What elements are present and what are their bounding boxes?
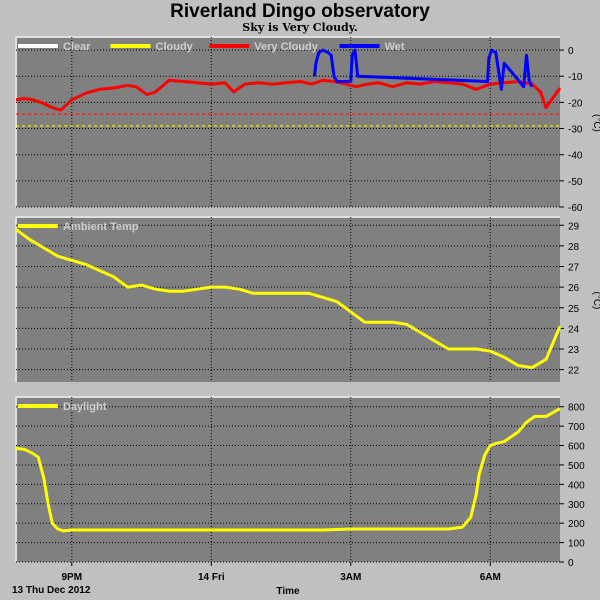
legend-label: Wet xyxy=(385,41,405,53)
x-tick-label: 14 Fri xyxy=(198,572,225,583)
y-tick-label: -40 xyxy=(568,151,583,162)
series-line xyxy=(313,48,534,91)
legend-label: Clear xyxy=(63,41,91,53)
y-tick-label: 700 xyxy=(568,422,585,433)
y-tick-label: -60 xyxy=(568,203,583,214)
series-line xyxy=(15,407,561,533)
plot-area-sky xyxy=(16,37,560,207)
y-tick-label: 0 xyxy=(568,46,574,57)
y-tick-label: 100 xyxy=(568,539,585,550)
y-tick-label: 28 xyxy=(568,242,580,253)
y-tick-label: 23 xyxy=(568,345,580,356)
y-tick-label: 0 xyxy=(568,558,574,569)
y-tick-label: 500 xyxy=(568,461,585,472)
y-tick-label: 25 xyxy=(568,304,580,315)
legend-label: Cloudy xyxy=(156,41,194,53)
y-tick-label: -30 xyxy=(568,125,583,136)
x-tick-label: 6AM xyxy=(480,572,501,583)
y-unit-label: (°C) xyxy=(591,114,600,132)
y-tick-label: 29 xyxy=(568,221,580,232)
x-tick-label: 9PM xyxy=(62,572,83,583)
y-tick-label: 27 xyxy=(568,263,580,274)
page-subtitle: Sky is Very Cloudy. xyxy=(242,21,358,34)
series-line xyxy=(15,78,562,112)
y-tick-label: 600 xyxy=(568,442,585,453)
plot-area-daylight xyxy=(16,397,560,562)
legend-label: Ambient Temp xyxy=(63,221,139,233)
y-tick-label: -50 xyxy=(568,177,583,188)
y-tick-label: 800 xyxy=(568,403,585,414)
y-tick-label: 400 xyxy=(568,480,585,491)
legend-label: Very Cloudy xyxy=(254,41,318,53)
plot-area-ambient xyxy=(16,217,560,382)
y-tick-label: 26 xyxy=(568,283,580,294)
legend-label: Daylight xyxy=(63,401,107,413)
y-unit-label: (°C) xyxy=(591,292,600,310)
y-tick-label: 24 xyxy=(568,324,580,335)
x-tick-label: 3AM xyxy=(340,572,361,583)
y-tick-label: 300 xyxy=(568,500,585,511)
x-axis-label: Time xyxy=(276,586,300,597)
page-title: Riverland Dingo observatory xyxy=(170,1,430,22)
y-tick-label: 22 xyxy=(568,366,580,377)
y-tick-label: -10 xyxy=(568,72,583,83)
y-tick-label: 200 xyxy=(568,519,585,530)
date-label: 13 Thu Dec 2012 xyxy=(12,585,91,596)
y-tick-label: -20 xyxy=(568,98,583,109)
series-line xyxy=(15,228,562,370)
